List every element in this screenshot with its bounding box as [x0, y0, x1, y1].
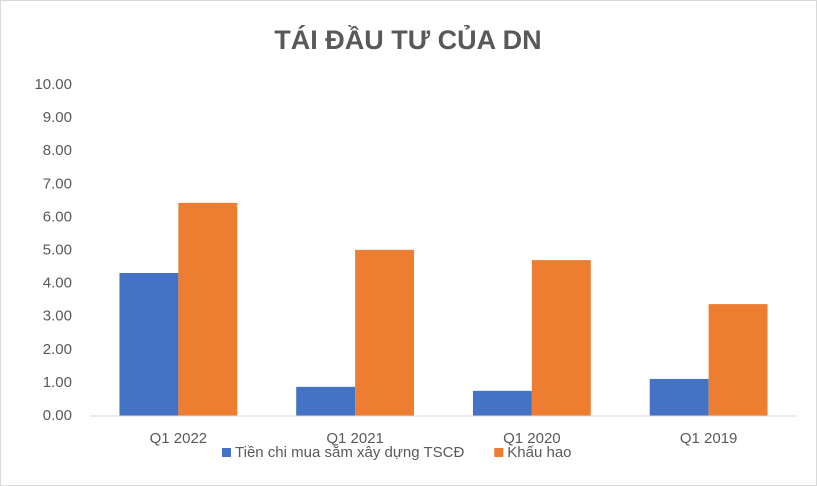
y-tick-label: 4.00	[43, 275, 72, 292]
y-tick-label: 9.00	[43, 109, 72, 126]
bar	[296, 386, 356, 416]
x-tick-label: Q1 2022	[150, 430, 208, 447]
bar	[531, 260, 591, 416]
y-tick-label: 10.00	[34, 76, 72, 93]
bar	[119, 273, 179, 416]
x-tick-label: Q1 2020	[503, 430, 561, 447]
x-tick-label: Q1 2021	[326, 430, 384, 447]
y-tick-label: 7.00	[43, 175, 72, 192]
bar	[708, 304, 768, 416]
y-tick-label: 0.00	[43, 407, 72, 424]
bar	[472, 390, 532, 416]
y-tick-label: 6.00	[43, 208, 72, 225]
legend-label: Khấu hao	[507, 444, 571, 461]
legend-swatch	[494, 448, 504, 457]
chart-title: TÁI ĐẦU TƯ CỦA DN	[274, 23, 541, 55]
bar	[178, 202, 238, 416]
legend-swatch	[222, 448, 231, 457]
bar	[355, 249, 415, 416]
y-tick-label: 3.00	[43, 308, 72, 325]
legend-label: Tiền chi mua sắm xây dựng TSCĐ	[235, 444, 464, 461]
y-tick-label: 1.00	[43, 374, 72, 391]
y-tick-label: 5.00	[43, 241, 72, 258]
y-tick-label: 8.00	[43, 142, 72, 159]
x-tick-label: Q1 2019	[680, 430, 738, 447]
bar	[649, 378, 709, 416]
y-tick-label: 2.00	[43, 341, 72, 358]
